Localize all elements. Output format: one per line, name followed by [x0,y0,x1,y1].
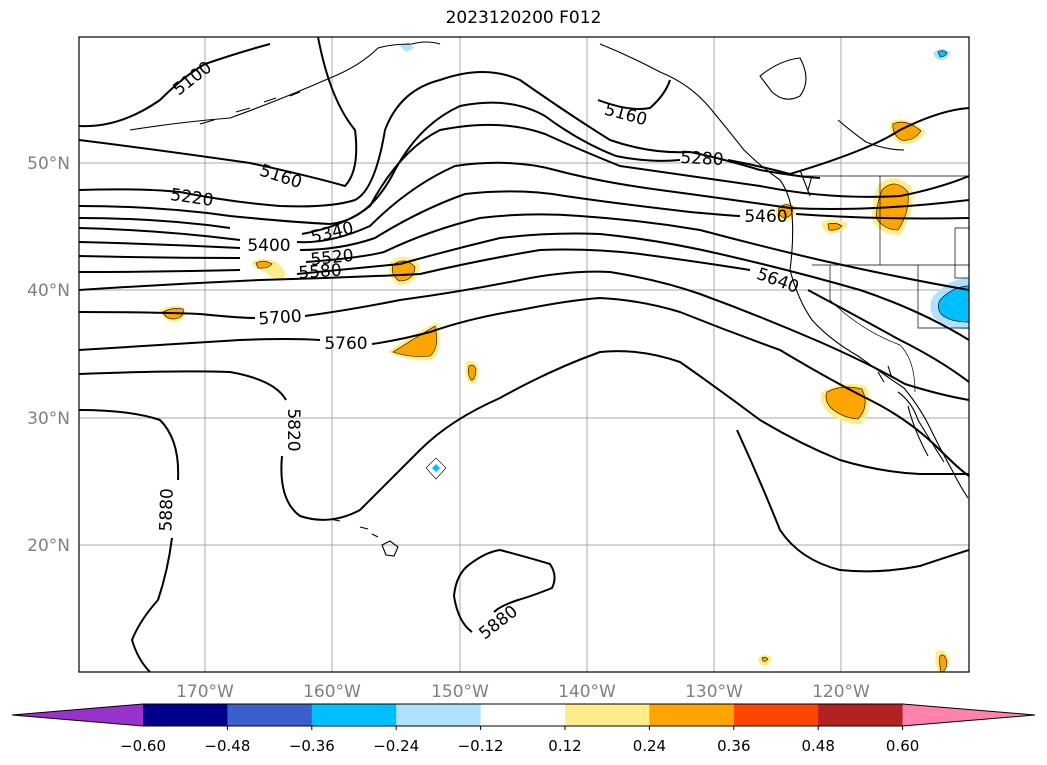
colorbar-tick-label: 0.12 [548,737,581,755]
coastlines [129,41,969,499]
contour-label: 5220 [169,185,215,211]
lat-label: 30°N [27,409,70,429]
longitude-labels: 170°W 160°W 150°W 140°W 130°W 120°W [176,682,870,702]
colorbar-tick-label: 0.60 [886,737,919,755]
contour-label: 5160 [257,161,304,193]
colorbar-segment [311,704,397,726]
contour-5160 [79,37,358,188]
positive-anomaly-area [827,223,843,231]
lon-label: 170°W [176,682,234,702]
map-frame [78,36,970,673]
map-title: 2023120200 F012 [445,8,602,28]
contour-5640 [79,248,969,383]
lon-label: 160°W [303,682,361,702]
colorbar-tick-label: −0.12 [458,737,504,755]
negative-anomaly-area [432,464,440,472]
colorbar-segment [649,704,735,726]
lat-label: 20°N [27,536,70,556]
colorbar-extend-low [12,704,143,726]
shaded-anomalies [160,42,969,672]
colorbar-segment [565,704,650,726]
contour-5160 [597,79,671,110]
colorbar-segment [396,704,482,726]
contour-5880 [452,548,556,633]
lat-label: 50°N [27,154,70,174]
positive-anomaly-area [825,386,866,420]
colorbar-segment [480,704,566,726]
colorbar-segment [143,704,228,726]
contour-label: 5880 [156,488,177,532]
contour-5400 [79,161,969,244]
positive-anomaly-area [468,364,477,381]
contour-5100 [79,43,271,128]
colorbar-tick-label: −0.48 [204,737,250,755]
contour-5580 [79,232,969,341]
colorbar-extend-high [902,704,1035,726]
colorbar-segment [733,704,819,726]
contour-5880-east [736,429,969,573]
contour-5820 [79,350,969,521]
colorbar-outline [11,703,1036,727]
positive-anomaly-area [939,654,948,672]
contour-5880 [79,409,180,672]
lon-label: 120°W [812,682,870,702]
lat-label: 40°N [27,281,70,301]
contour-label: 5820 [283,408,303,451]
colorbar: −0.60 −0.48 −0.36 −0.24 −0.12 0.12 0.24 0.36 0.4… [11,703,1036,755]
gridlines [79,37,969,672]
state-borders [800,175,969,393]
hawaii-island [329,518,379,538]
contour-label: 5400 [247,236,290,256]
contour-5520 [79,213,969,291]
colorbar-tick-label: −0.24 [373,737,419,755]
positive-anomaly-area [392,325,437,357]
height-contours [79,37,969,672]
colorbar-tick-label: −0.60 [120,737,166,755]
lon-label: 140°W [558,682,616,702]
contour-label: 5700 [258,307,303,330]
contour-5220 [79,71,821,208]
contour-5280 [79,101,969,226]
hawaii-island [381,540,399,557]
colorbar-tick-label: −0.36 [289,737,335,755]
latitude-labels: 50°N 40°N 30°N 20°N [27,154,70,556]
colorbar-tick-label: 0.48 [801,737,834,755]
contour-label: 5100 [169,58,215,100]
contour-labels: 5100 5160 5160 5220 5280 5340 5400 5460 … [156,58,801,644]
contour-label: 5460 [744,207,787,227]
lon-label: 150°W [431,682,489,702]
positive-anomaly-area [255,260,273,269]
contour-label: 5520 [310,246,355,270]
contour-5760 [79,296,969,477]
contour-label: 5160 [602,100,649,131]
contour-label: 5280 [680,148,724,170]
positive-anomaly-area [761,656,769,662]
colorbar-segment [227,704,313,726]
contour-label: 5580 [298,261,343,284]
colorbar-tick-label: 0.36 [717,737,750,755]
contour-5700 [79,270,969,401]
colorbar-segment [818,704,904,726]
contour-label: 5640 [754,264,801,298]
contour-label: 5760 [324,334,367,354]
contour-5460 [79,190,969,251]
colorbar-tick-label: 0.24 [633,737,666,755]
negative-anomaly-area [937,50,948,58]
islands [329,518,399,557]
lon-label: 130°W [685,682,743,702]
contour-5340 [79,123,969,235]
